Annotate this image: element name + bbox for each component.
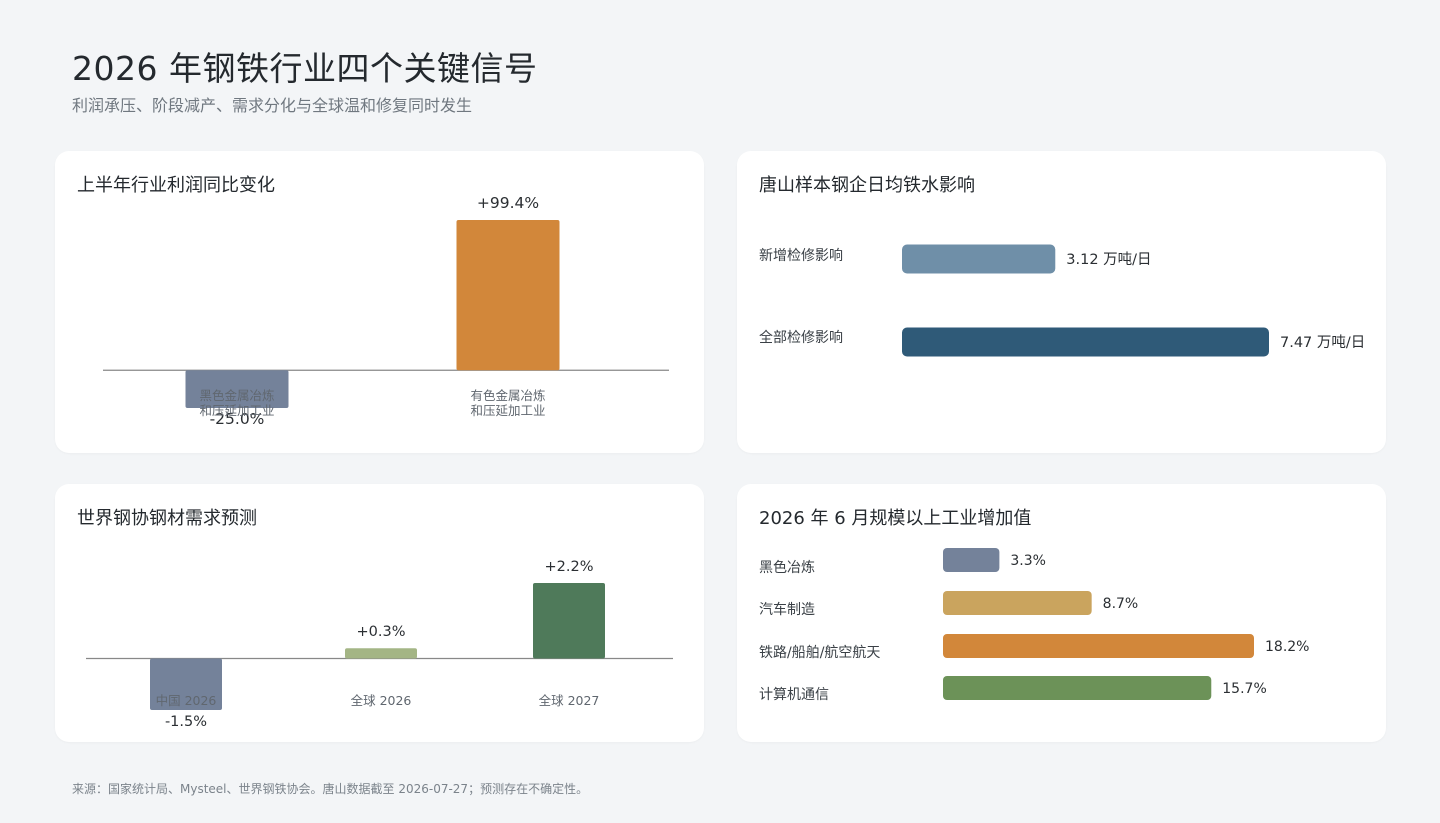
bar-2	[456, 220, 560, 371]
bar-2	[345, 648, 417, 659]
bar-1	[150, 658, 222, 710]
value-label-2: +0.3%	[357, 624, 406, 640]
industry-value-card: 2026 年 6 月规模以上工业增加值 黑色冶炼 3.3% 汽车制造 8.7% 铁路/船…	[737, 484, 1386, 742]
value-label-1: 3.3%	[1010, 553, 1046, 569]
bar-3	[533, 583, 605, 659]
value-label-2: 7.47 万吨/日	[1280, 334, 1365, 351]
bar-4	[943, 676, 1212, 700]
industry-bar-chart: 黑色冶炼 3.3% 汽车制造 8.7% 铁路/船舶/航空航天 18.2% 计算机通信 15.7…	[759, 548, 1309, 703]
category-label-3: 全球 2027	[539, 693, 600, 708]
worldsteel-chart-title: 世界钢协钢材需求预测	[77, 508, 257, 529]
category-label-2: 和压延加工业	[470, 403, 545, 418]
category-label-1: 黑色冶炼	[759, 559, 815, 576]
page-title: 2026 年钢铁行业四个关键信号	[72, 49, 538, 88]
bar-1	[943, 548, 1000, 572]
category-label-4: 计算机通信	[759, 687, 829, 703]
tangshan-iron-card: 唐山样本钢企日均铁水影响 新增检修影响 3.12 万吨/日全部检修影响 7.47 万…	[737, 151, 1386, 453]
bar-1	[902, 244, 1056, 274]
category-label-2: 汽车制造	[759, 601, 815, 618]
value-label-2: 8.7%	[1103, 596, 1139, 612]
value-label-3: +2.2%	[545, 559, 594, 575]
value-label-1: -1.5%	[165, 714, 207, 730]
source-footnote: 来源：国家统计局、Mysteel、世界钢铁协会。唐山数据截至 2026-07-2…	[72, 782, 589, 796]
industry-chart-title: 2026 年 6 月规模以上工业增加值	[759, 508, 1032, 529]
profit-change-card: 上半年行业利润同比变化 -25.0% 黑色金属冶炼 和压延加工业 +99.4% 有色金属…	[55, 151, 704, 453]
value-label-4: 15.7%	[1222, 681, 1266, 697]
category-label-1: 新增检修影响	[759, 248, 843, 264]
category-label-1: 黑色金属冶炼	[199, 388, 274, 403]
category-label-3: 铁路/船舶/航空航天	[759, 645, 880, 661]
tangshan-chart-title: 唐山样本钢企日均铁水影响	[759, 175, 975, 196]
category-label-1: 中国 2026	[156, 693, 217, 708]
bar-3	[943, 634, 1254, 658]
category-label-2: 全球 2026	[351, 693, 412, 708]
value-label-1: -25.0%	[210, 410, 265, 428]
bar-2	[902, 327, 1269, 357]
page-subtitle: 利润承压、阶段减产、需求分化与全球温和修复同时发生	[72, 96, 473, 115]
bar-2	[943, 591, 1092, 615]
bar-1	[185, 370, 289, 408]
category-label-1: 和压延加工业	[199, 403, 274, 418]
category-label-2: 有色金属冶炼	[470, 388, 545, 403]
category-label-2: 全部检修影响	[759, 329, 843, 346]
worldsteel-bar-chart: -1.5% 中国 2026 +0.3% 全球 2026 +2.2% 全球 2027	[86, 559, 673, 730]
value-label-2: +99.4%	[477, 194, 539, 212]
value-label-3: 18.2%	[1265, 639, 1309, 655]
profit-chart-title: 上半年行业利润同比变化	[77, 175, 275, 196]
worldsteel-demand-card: 世界钢协钢材需求预测 -1.5% 中国 2026 +0.3% 全球 2026 +2.2%…	[55, 484, 704, 742]
value-label-1: 3.12 万吨/日	[1066, 251, 1151, 268]
